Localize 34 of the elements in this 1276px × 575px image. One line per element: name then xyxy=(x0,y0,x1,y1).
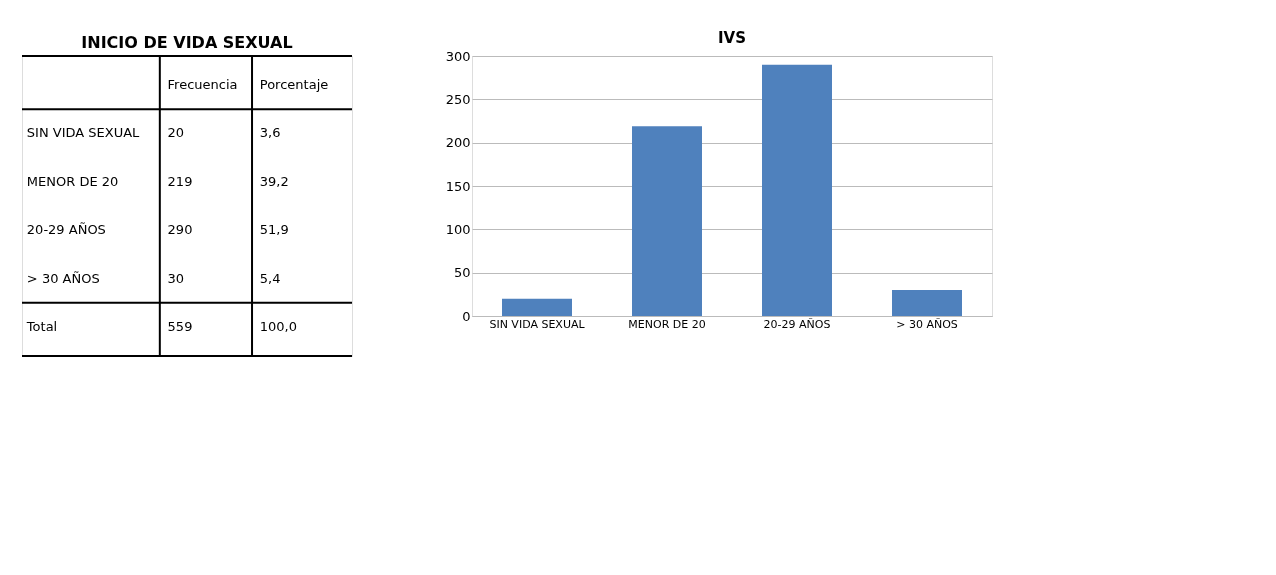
y-tick-label: 100 xyxy=(445,221,471,237)
data-label: 100,0 xyxy=(259,318,298,334)
category-label: 20-29 AÑOS xyxy=(26,222,106,238)
y-tick-label: 0 xyxy=(462,308,471,324)
category-label: Total xyxy=(25,318,58,334)
text: Porcentaje xyxy=(259,77,329,93)
y-tick-label: 300 xyxy=(445,48,471,64)
text: Frecuencia xyxy=(167,77,238,93)
data-label: 219 xyxy=(167,173,193,189)
data-label: 290 xyxy=(167,222,193,238)
data-label: 20 xyxy=(167,125,185,141)
x-tick-label: SIN VIDA SEXUAL xyxy=(489,317,586,331)
data-label: 5,4 xyxy=(259,270,281,286)
data-label: 39,2 xyxy=(259,173,289,189)
data-label: 3,6 xyxy=(259,125,281,141)
y-tick-label: 200 xyxy=(445,135,471,151)
data-label: 51,9 xyxy=(259,222,289,238)
bar xyxy=(892,290,962,316)
y-tick-label: 250 xyxy=(445,91,471,107)
chart-title: IVS xyxy=(718,29,746,47)
bar xyxy=(632,126,702,316)
data-label: 559 xyxy=(167,318,193,334)
category-label: SIN VIDA SEXUAL xyxy=(26,125,141,141)
category-label: > 30 AÑOS xyxy=(26,270,100,286)
x-tick-label: > 30 AÑOS xyxy=(896,317,958,331)
data-label: 30 xyxy=(167,270,185,286)
y-tick-label: 150 xyxy=(445,178,471,194)
bar xyxy=(762,64,832,316)
category-label: MENOR DE 20 xyxy=(26,173,119,189)
text: INICIO DE VIDA SEXUAL xyxy=(81,33,293,52)
x-tick-label: MENOR DE 20 xyxy=(628,317,706,331)
bar xyxy=(502,298,572,316)
y-tick-label: 50 xyxy=(453,265,471,281)
x-tick-label: 20-29 AÑOS xyxy=(763,317,831,331)
